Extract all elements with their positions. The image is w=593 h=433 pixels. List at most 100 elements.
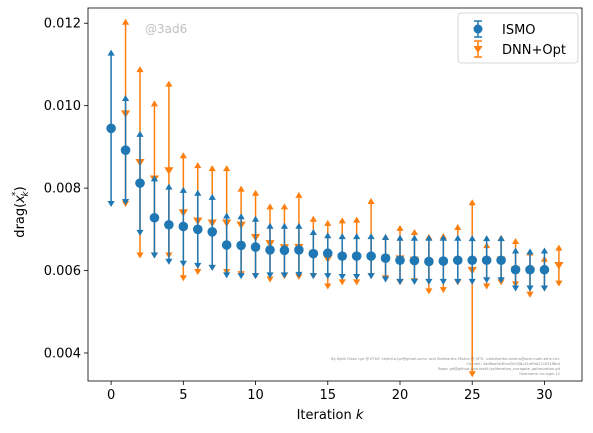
error-cap-lower — [309, 273, 317, 280]
error-cap-upper — [410, 228, 419, 235]
y-tick-label: 0.008 — [44, 182, 81, 197]
data-point — [539, 264, 550, 275]
error-cap-upper — [468, 199, 476, 206]
x-axis-label: Iteration k — [297, 408, 364, 423]
error-cap-upper — [367, 233, 375, 240]
error-cap-upper — [251, 215, 260, 222]
error-cap-upper — [179, 152, 187, 159]
error-cap-upper — [295, 222, 303, 229]
error-cap-upper — [367, 198, 375, 205]
data-point — [265, 245, 275, 255]
error-cap-lower — [295, 271, 303, 278]
error-cap-upper — [338, 233, 346, 240]
error-cap-upper — [266, 203, 274, 210]
error-cap-upper — [295, 191, 303, 198]
error-cap-upper — [381, 233, 390, 240]
error-cap-lower — [121, 198, 130, 205]
error-cap-upper — [497, 235, 505, 242]
error-cap-lower — [107, 201, 115, 208]
data-point — [294, 245, 304, 255]
x-tick-label: 20 — [392, 388, 409, 403]
error-cap-upper — [179, 186, 187, 193]
legend-entry-dnn-opt: DNN+Opt — [473, 40, 566, 58]
error-cap-upper — [483, 235, 491, 242]
error-cap-lower — [208, 264, 216, 271]
data-point — [192, 224, 203, 235]
error-cap-lower — [136, 229, 144, 236]
error-cap-upper — [208, 165, 216, 172]
error-cap-lower — [338, 279, 346, 286]
error-cap-lower — [526, 291, 534, 298]
error-cap-upper — [150, 175, 159, 182]
error-cap-lower — [439, 287, 447, 294]
data-point — [366, 251, 376, 261]
error-cap-lower — [468, 371, 476, 378]
x-tick-label: 10 — [247, 388, 264, 403]
footer-line-4: Hostname: ku.login.12 — [519, 372, 560, 376]
error-cap-upper — [540, 247, 549, 254]
error-cap-lower — [338, 273, 346, 280]
error-cap-lower — [540, 285, 549, 292]
error-cap-upper — [324, 232, 332, 239]
error-cap-lower — [396, 278, 404, 285]
error-cap-upper — [511, 238, 520, 245]
error-cap-lower — [179, 260, 187, 267]
y-axis-label-text: drag( — [13, 203, 28, 238]
footer-notes: By Kjetil Olsen Lye @ ETHZ <kjetil.o.lye… — [331, 357, 561, 376]
legend-dnn-marker — [473, 46, 483, 53]
x-tick-label: 0 — [107, 388, 115, 403]
error-cap-upper — [396, 224, 404, 231]
error-cap-upper — [194, 162, 202, 169]
data-point — [380, 253, 391, 263]
error-cap-lower — [555, 280, 563, 287]
error-cap-upper — [511, 247, 520, 254]
watermark: @3ad6 — [145, 22, 187, 36]
error-cap-lower — [497, 277, 505, 284]
error-cap-upper — [454, 224, 462, 231]
data-point — [438, 256, 449, 266]
error-cap-lower — [179, 275, 187, 282]
error-cap-upper — [223, 212, 231, 219]
error-cap-upper — [266, 222, 274, 229]
error-cap-upper — [309, 228, 317, 235]
data-point — [120, 145, 131, 155]
y-tick-label: 0.012 — [44, 17, 81, 32]
y-tick-label: 0.006 — [44, 264, 81, 279]
data-point — [279, 245, 290, 256]
legend: ISMO DNN+Opt — [457, 12, 579, 64]
error-cap-lower — [194, 262, 202, 269]
error-cap-upper — [121, 94, 130, 101]
error-cap-lower — [425, 288, 433, 295]
error-cap-upper — [526, 248, 534, 255]
y-tick-label: 0.004 — [44, 346, 81, 361]
error-cap-lower — [280, 272, 289, 279]
x-tick-label: 25 — [464, 388, 481, 403]
error-cap-upper — [280, 203, 289, 210]
x-axis-label-text: Iteration — [297, 408, 352, 423]
error-cap-lower — [468, 278, 476, 285]
data-point — [149, 212, 160, 223]
data-point — [395, 255, 405, 266]
error-cap-lower — [324, 283, 332, 290]
error-cap-lower — [266, 272, 274, 279]
legend-ismo-marker — [473, 24, 483, 34]
error-cap-upper — [136, 66, 144, 73]
x-tick-label: 15 — [320, 388, 337, 403]
data-point — [250, 242, 261, 252]
error-cap-upper — [237, 185, 245, 192]
data-point — [496, 255, 506, 266]
error-cap-lower — [353, 273, 361, 280]
error-cap-upper — [194, 189, 202, 196]
error-cap-upper — [208, 193, 216, 200]
error-cap-upper — [309, 215, 317, 222]
data-point — [424, 256, 434, 267]
error-cap-lower — [150, 252, 159, 259]
error-cap-lower — [266, 276, 274, 283]
y-axis-label-sub: k — [21, 191, 31, 197]
error-cap-upper — [454, 234, 462, 241]
x-axis-label-var: k — [356, 408, 364, 423]
data-point — [308, 248, 319, 259]
data-point — [322, 248, 333, 259]
data-point — [207, 227, 218, 237]
